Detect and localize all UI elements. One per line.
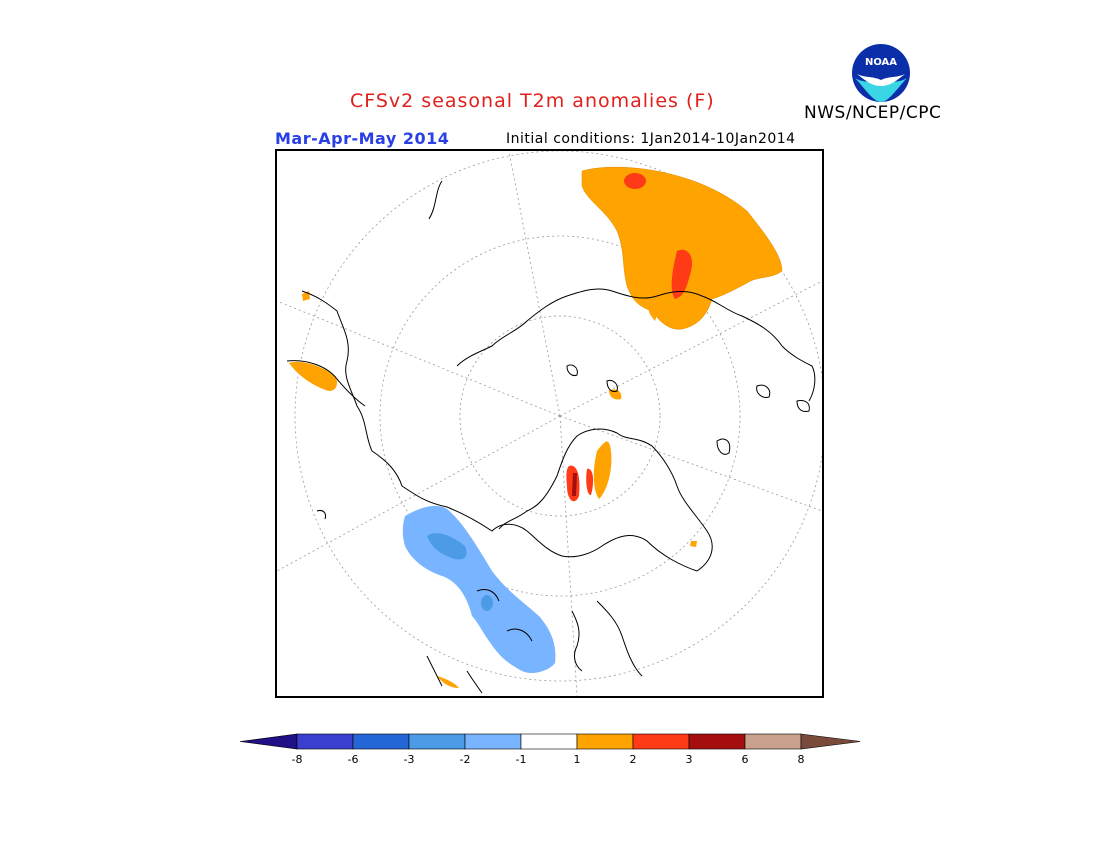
colorbar-tick-label: -1: [516, 753, 527, 766]
noaa-logo: NOAA: [851, 40, 911, 106]
colorbar-tick-label: 8: [798, 753, 805, 766]
colorbar-swatch: [744, 733, 802, 750]
anomaly-warm-patch-b: [437, 676, 459, 688]
coastlines: [286, 180, 816, 694]
colorbar-swatch: [632, 733, 690, 750]
colorbar-tick-label: 3: [686, 753, 693, 766]
anomaly-warm-alaska: [289, 361, 337, 391]
map-panel: [275, 149, 824, 698]
initial-conditions-label: Initial conditions: 1Jan2014-10Jan2014: [506, 131, 796, 147]
colorbar-tick-label: -8: [292, 753, 303, 766]
colorbar-tick-label: 6: [742, 753, 749, 766]
colorbar-swatch: [520, 733, 578, 750]
colorbar-swatch: [576, 733, 634, 750]
colorbar-svg: -8 -6 -3 -2 -1 1 2 3 6 8: [239, 733, 862, 766]
colorbar-swatch: [688, 733, 746, 750]
colorbar-tick-label: -6: [348, 753, 359, 766]
colorbar-arrow-right: [800, 733, 862, 750]
colorbar: -8 -6 -3 -2 -1 1 2 3 6 8: [239, 733, 862, 773]
anomaly-warm-patch-d: [609, 389, 622, 400]
anomaly-cold-canada: [402, 505, 556, 674]
season-label: Mar-Apr-May 2014: [275, 129, 450, 148]
colorbar-tick-label: -2: [460, 753, 471, 766]
anomaly-warm-siberia: [581, 166, 783, 330]
graticule: [277, 151, 822, 696]
anomaly-warm-scandinavia: [566, 441, 612, 502]
noaa-logo-text: NOAA: [865, 57, 897, 68]
colorbar-swatch: [464, 733, 522, 750]
colorbar-swatch: [296, 733, 354, 750]
polar-map: [277, 151, 822, 696]
colorbar-swatch: [352, 733, 410, 750]
colorbar-swatch: [408, 733, 466, 750]
colorbar-tick-label: -3: [404, 753, 415, 766]
anomaly-warm-patch-c: [690, 541, 697, 547]
colorbar-arrow-left: [239, 733, 298, 750]
colorbar-tick-label: 1: [574, 753, 581, 766]
chart-title: CFSv2 seasonal T2m anomalies (F): [350, 90, 715, 112]
agency-label: NWS/NCEP/CPC: [804, 103, 942, 123]
colorbar-tick-label: 2: [630, 753, 637, 766]
